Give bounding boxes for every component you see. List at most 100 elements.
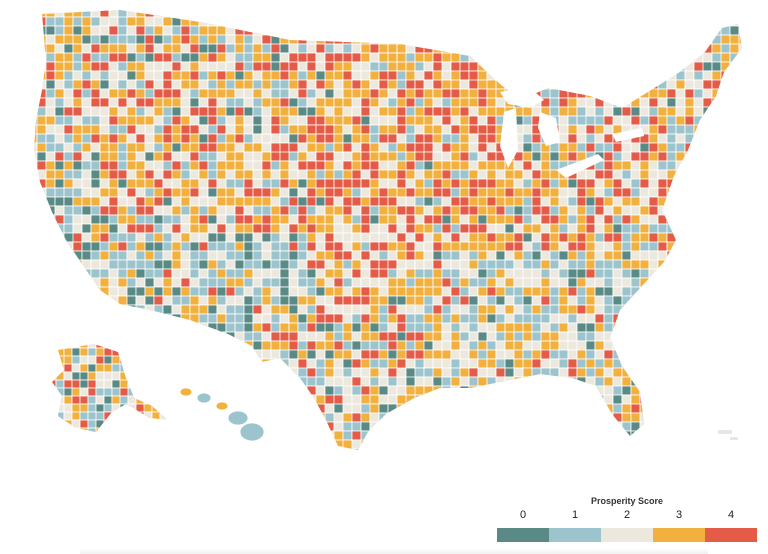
county-tile bbox=[45, 295, 56, 306]
county-tile bbox=[189, 160, 200, 171]
county-tile bbox=[99, 304, 110, 324]
county-tile bbox=[36, 358, 47, 378]
county-tile bbox=[639, 385, 650, 396]
county-tile bbox=[684, 151, 704, 162]
county-tile bbox=[90, 313, 101, 324]
county-tile bbox=[117, 232, 128, 243]
county-tile bbox=[99, 10, 110, 18]
county-tile bbox=[216, 358, 236, 369]
county-tile bbox=[414, 124, 425, 135]
county-tile bbox=[216, 304, 227, 315]
county-tile bbox=[558, 277, 569, 288]
county-tile bbox=[180, 331, 191, 342]
county-tile bbox=[79, 419, 89, 429]
county-tile bbox=[531, 349, 542, 360]
county-tile bbox=[225, 430, 236, 450]
county-tile bbox=[594, 25, 614, 45]
county-tile bbox=[90, 115, 101, 126]
county-tile bbox=[342, 124, 353, 135]
county-tile bbox=[216, 214, 227, 225]
county-tile bbox=[360, 448, 371, 450]
county-tile bbox=[108, 106, 119, 117]
county-tile bbox=[351, 340, 362, 351]
county-tile bbox=[198, 430, 209, 441]
county-tile bbox=[87, 403, 97, 413]
county-tile bbox=[369, 439, 380, 450]
county-tile bbox=[79, 371, 89, 381]
county-tile bbox=[71, 427, 81, 432]
county-tile bbox=[288, 52, 299, 63]
county-tile bbox=[63, 187, 74, 198]
county-tile bbox=[648, 10, 659, 18]
county-tile bbox=[486, 394, 497, 405]
county-tile bbox=[99, 322, 110, 333]
county-tile bbox=[684, 250, 704, 261]
county-tile bbox=[486, 205, 497, 216]
county-tile bbox=[594, 34, 605, 45]
county-tile bbox=[369, 142, 380, 153]
county-tile bbox=[369, 367, 380, 378]
county-tile bbox=[162, 286, 173, 297]
county-tile bbox=[432, 412, 452, 423]
county-tile bbox=[369, 331, 380, 342]
county-tile bbox=[531, 322, 542, 333]
county-tile bbox=[630, 106, 641, 117]
county-tile bbox=[270, 241, 281, 252]
county-tile bbox=[87, 387, 97, 397]
county-tile bbox=[333, 358, 344, 369]
county-tile bbox=[306, 439, 317, 450]
county-tile bbox=[585, 448, 596, 450]
county-tile bbox=[198, 10, 209, 18]
county-tile bbox=[711, 16, 722, 27]
county-tile bbox=[495, 448, 506, 450]
county-tile bbox=[576, 349, 587, 360]
county-tile bbox=[729, 439, 740, 450]
county-tile bbox=[72, 88, 83, 99]
county-tile bbox=[450, 232, 461, 243]
county-tile bbox=[387, 394, 398, 405]
county-tile bbox=[666, 115, 677, 126]
county-tile bbox=[666, 430, 677, 441]
county-tile bbox=[441, 79, 452, 90]
county-tile bbox=[378, 421, 389, 441]
county-tile bbox=[432, 196, 443, 207]
county-tile bbox=[477, 358, 488, 369]
legend-title: Prosperity Score bbox=[590, 496, 664, 506]
county-tile bbox=[477, 70, 488, 81]
county-tile bbox=[351, 97, 362, 108]
county-tile bbox=[54, 259, 74, 270]
county-tile bbox=[432, 34, 452, 45]
county-tile bbox=[45, 286, 56, 306]
county-tile bbox=[450, 43, 470, 54]
county-tile bbox=[594, 448, 605, 450]
county-tile bbox=[315, 340, 326, 351]
county-tile bbox=[594, 250, 605, 261]
county-tile bbox=[360, 16, 380, 36]
county-tile bbox=[702, 403, 713, 414]
county-tile bbox=[657, 286, 668, 297]
county-tile bbox=[243, 358, 263, 369]
county-tile bbox=[396, 232, 407, 243]
county-tile bbox=[558, 187, 569, 198]
county-tile bbox=[648, 241, 659, 252]
county-tile bbox=[405, 250, 416, 261]
county-tile bbox=[621, 10, 632, 18]
county-tile bbox=[378, 223, 389, 234]
county-tile bbox=[126, 313, 146, 324]
county-tile bbox=[297, 106, 308, 117]
county-tile bbox=[594, 421, 605, 432]
county-tile bbox=[243, 277, 254, 288]
county-tile bbox=[234, 160, 245, 171]
county-tile bbox=[729, 106, 740, 126]
county-tile bbox=[432, 52, 443, 63]
county-tile bbox=[513, 439, 524, 450]
county-tile bbox=[621, 376, 632, 387]
county-tile bbox=[167, 419, 168, 429]
county-tile bbox=[621, 286, 632, 297]
county-tile bbox=[486, 349, 497, 360]
county-tile bbox=[252, 169, 263, 180]
county-tile bbox=[144, 313, 155, 333]
county-tile bbox=[234, 34, 245, 45]
county-tile bbox=[54, 304, 65, 324]
county-tile bbox=[99, 430, 110, 441]
